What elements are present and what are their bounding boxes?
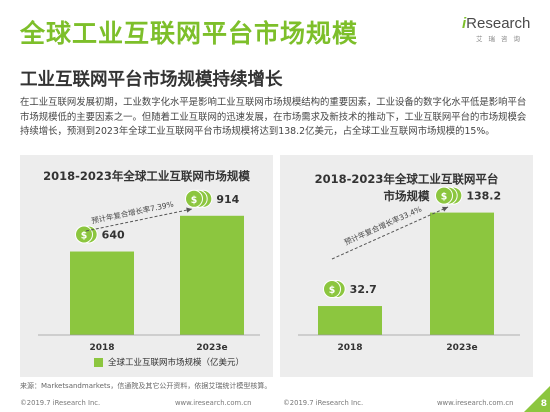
page-number: 8 [540,399,547,409]
chart-legend: 全球工业互联网市场规模（亿美元） [94,356,244,368]
dollar-icon: $ [329,285,336,296]
footer-url-center[interactable]: www.iresearch.com.cn [175,399,252,407]
page-title: 全球工业互联网平台市场规模 [20,19,359,48]
category-label-2018: 2018 [337,343,362,353]
category-label-2023e: 2023e [446,343,477,353]
cagr-arrow-line [331,206,449,260]
cagr-label: 预计年复合增长率33.4% [342,204,423,247]
coin-stack-2018: $ [75,225,98,244]
legend-label: 全球工业互联网市场规模（亿美元） [108,358,245,368]
coin-icon [185,189,203,208]
coin-stack-2023e: $ [435,186,463,205]
chart-panel-right: 2018-2023年全球工业互联网平台 市场规模 $32.7 2018 $138.2… [280,155,533,377]
bar-2023e [430,212,494,335]
chart-title-right-line1: 2018-2023年全球工业互联网平台 [314,172,499,186]
source-note: 来源：Marketsandmarkets，信通院及其它公开资料，依据艾瑞统计模型… [20,382,272,390]
chart-title-right: 2018-2023年全球工业互联网平台 市场规模 [280,171,533,205]
cagr-arrow-head [186,207,192,213]
section-subtitle: 工业互联网平台市场规模持续增长 [20,70,283,90]
logo-subtitle: 艾瑞咨询 [476,35,526,43]
value-label-2018: 32.7 [350,283,377,296]
bar-2018 [70,251,134,335]
bar-2023e [180,215,244,335]
chart-panel-left: 2018-2023年全球工业互联网市场规模 $640 2018 $914 2023e 预… [20,155,273,377]
coin-icon [435,186,453,205]
body-paragraph: 在工业互联网发展初期，工业数字化水平是影响工业互联网市场规模结构的重要因素，工业… [20,97,527,137]
cagr-arrow-line [85,208,193,232]
value-label-2023e: 138.2 [466,190,501,203]
footer-copyright-left: ©2019.7 iResearch Inc. [20,399,101,407]
category-label-2018: 2018 [89,343,114,353]
value-label-2018: 640 [102,229,125,242]
chart-title-right-line2: 市场规模 [383,189,430,203]
bar-2018 [318,306,382,335]
chart-title-left: 2018-2023年全球工业互联网市场规模 [43,169,250,183]
coin-icon [323,280,341,299]
logo-brand-prefix: i [462,15,467,32]
coin-stack-2023e: $ [185,189,213,208]
logo-brand-name: Research [466,15,531,32]
dollar-icon: $ [441,192,448,203]
bar-chart-right: $32.7 2018 $ 138.2 2023e 预计年复合增长率33.4% [298,186,520,353]
cagr-arrow-head [442,206,448,212]
category-label-2023e: 2023e [196,343,227,353]
value-label-2023e: 914 [216,193,239,206]
iresearch-logo: iResearch 艾瑞咨询 [462,15,538,43]
dollar-icon: $ [81,231,88,242]
footer-copyright-center: ©2019.7 iResearch Inc. [283,399,364,407]
legend-swatch [94,357,103,367]
page-corner-tab [524,386,550,412]
coin-stack-2018: $ [323,280,346,299]
dollar-icon: $ [191,195,198,206]
footer-url-right[interactable]: www.iresearch.com.cn [437,399,514,407]
